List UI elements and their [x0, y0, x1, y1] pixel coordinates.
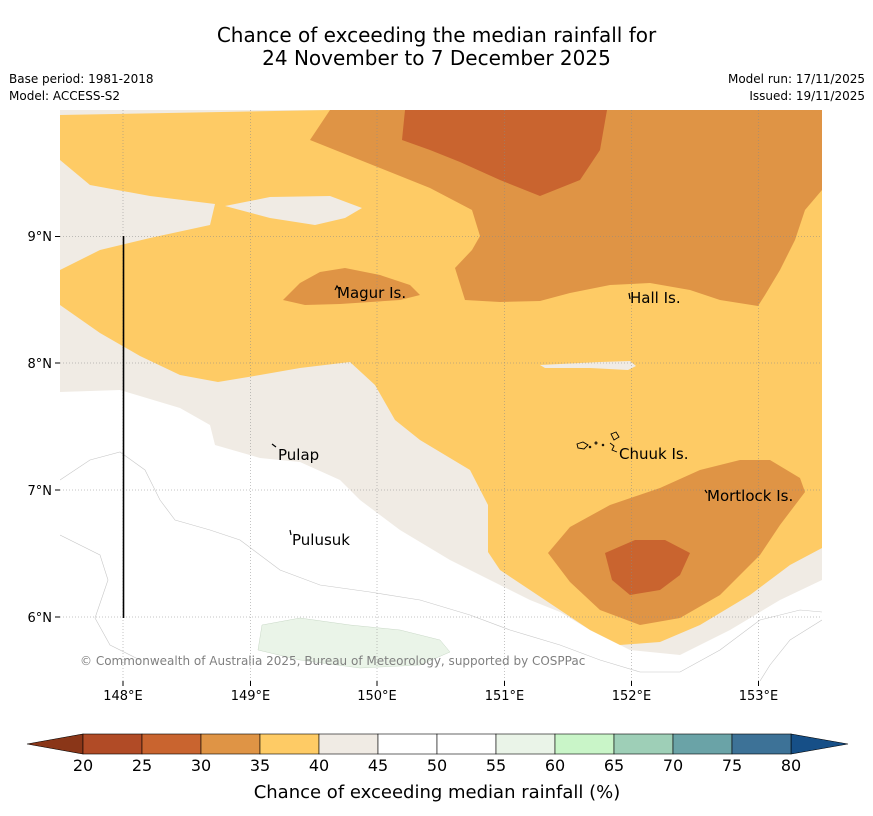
longitude-axis: 148°E 149°E 150°E 151°E 152°E 153°E	[103, 681, 778, 704]
colorbar-high-extension	[790, 733, 849, 755]
issued-date: Issued: 19/11/2025	[749, 89, 865, 103]
colorbar-segment	[672, 733, 733, 755]
colorbar-tick-label: 50	[427, 756, 447, 775]
mortlock-island-marker	[704, 489, 708, 494]
model-run: Model run: 17/11/2025	[727, 72, 865, 86]
map-plot-area: Magur Is. Hall Is. Pulap Chuuk Is. Mortl…	[60, 110, 822, 681]
label-pulap: Pulap	[278, 446, 319, 464]
contour-line-1	[60, 451, 822, 673]
colorbar-segment	[377, 733, 438, 755]
label-chuuk: Chuuk Is.	[619, 445, 688, 463]
colorbar-segment	[82, 733, 143, 755]
pulap-island-marker	[271, 443, 277, 448]
label-magur: Magur Is.	[337, 284, 406, 302]
copyright-notice: © Commonwealth of Australia 2025, Bureau…	[80, 654, 585, 668]
label-hall: Hall Is.	[630, 289, 681, 307]
label-mortlock: Mortlock Is.	[707, 487, 793, 505]
region-30-35-northeast	[310, 110, 822, 306]
pulusuk-island-marker	[289, 529, 292, 536]
region-30-35-magur	[283, 268, 420, 305]
colorbar-segment	[200, 733, 261, 755]
colorbar-tick-label: 20	[73, 756, 93, 775]
lon-label: 148°E	[103, 689, 143, 704]
colorbar-tick-label: 70	[663, 756, 683, 775]
colorbar-tick-label: 30	[191, 756, 211, 775]
colorbar-tick-label: 60	[545, 756, 565, 775]
region-40-45-north	[225, 196, 362, 225]
chuuk-lagoon-islands	[576, 431, 620, 453]
base-period: Base period: 1981-2018	[9, 72, 154, 86]
colorbar-tick-label: 75	[722, 756, 742, 775]
contour-line-2	[60, 534, 141, 661]
colorbar-tick-label: 40	[309, 756, 329, 775]
lat-label: 8°N	[28, 357, 53, 372]
model-name: Model: ACCESS-S2	[9, 89, 121, 103]
colorbar-segment	[259, 733, 320, 755]
lon-label: 150°E	[357, 689, 397, 704]
region-25-30-south	[605, 540, 690, 595]
lon-label: 152°E	[612, 689, 652, 704]
colorbar-segment	[613, 733, 674, 755]
map-title-line-2: 24 November to 7 December 2025	[262, 46, 611, 70]
colorbar-segment	[731, 733, 792, 755]
colorbar-tick-label: 25	[132, 756, 152, 775]
colorbar-segment	[141, 733, 202, 755]
lon-label: 149°E	[231, 689, 271, 704]
colorbar-tick-label: 45	[368, 756, 388, 775]
hall-island-marker	[628, 292, 631, 300]
map-title-line-1: Chance of exceeding the median rainfall …	[216, 23, 657, 47]
colorbar-segment	[318, 733, 379, 755]
colorbar: 20 25 30 35 40 45 50 55 60 65 70 75 80 Chance of exc…	[26, 733, 849, 803]
label-pulusuk: Pulusuk	[292, 531, 350, 549]
lon-label: 153°E	[739, 689, 779, 704]
colorbar-tick-label: 65	[604, 756, 624, 775]
colorbar-tick-label: 35	[250, 756, 270, 775]
colorbar-title: Chance of exceeding median rainfall (%)	[254, 782, 621, 803]
colorbar-low-extension	[26, 733, 84, 755]
region-30-35-south	[548, 460, 805, 625]
colorbar-segment	[436, 733, 497, 755]
region-55-60	[257, 617, 451, 669]
lat-label: 6°N	[28, 611, 53, 626]
contour-line-3	[759, 619, 822, 681]
lat-label: 9°N	[28, 230, 53, 245]
colorbar-tick-label: 80	[781, 756, 801, 775]
lat-label: 7°N	[28, 484, 53, 499]
lon-label: 151°E	[485, 689, 525, 704]
meta-right: Model run: 17/11/2025 Issued: 19/11/2025	[728, 71, 865, 105]
colorbar-segment	[554, 733, 615, 755]
colorbar-segment	[495, 733, 556, 755]
region-40-45-west	[60, 112, 215, 270]
magur-island-marker	[334, 284, 340, 291]
meta-left: Base period: 1981-2018 Model: ACCESS-S2	[9, 71, 154, 105]
colorbar-tick-label: 55	[486, 756, 506, 775]
latitude-axis: 9°N 8°N 7°N 6°N	[28, 230, 60, 626]
